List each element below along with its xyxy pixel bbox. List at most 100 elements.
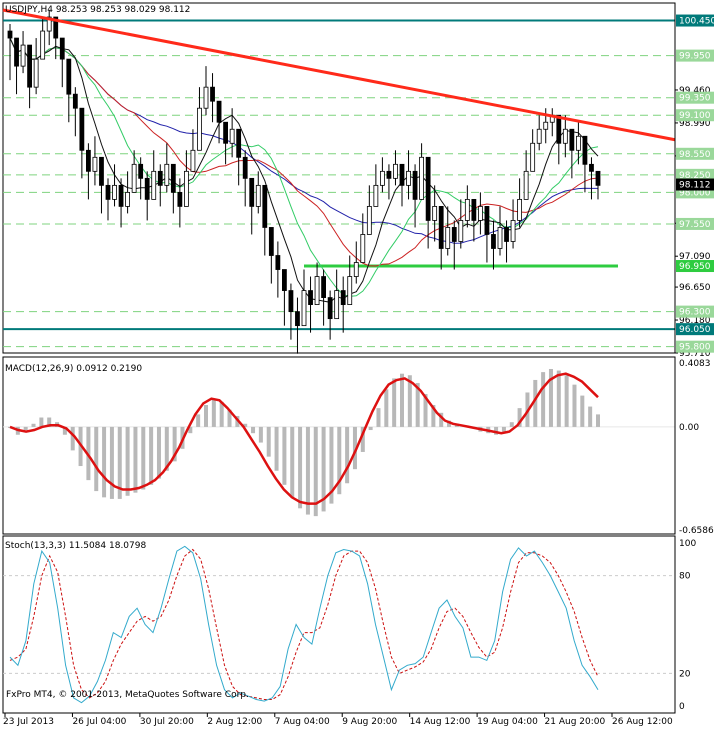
candle-body[interactable] [366,206,372,235]
macd-signal-line[interactable] [9,372,599,505]
candle-body[interactable] [183,170,189,207]
macd-bar[interactable] [376,408,381,427]
candle-body[interactable] [412,170,418,200]
macd-bar[interactable] [266,426,271,457]
candle-body[interactable] [523,170,529,200]
candle-body[interactable] [399,163,405,186]
candle-body[interactable] [582,135,588,165]
candle-body[interactable] [79,107,85,151]
candle-body[interactable] [484,206,490,235]
candle-body[interactable] [197,107,202,151]
candle-body[interactable] [99,156,104,186]
macd-bar[interactable] [149,426,154,485]
candle-body[interactable] [105,184,111,200]
candle-body[interactable] [59,37,65,60]
macd-bar[interactable] [517,408,522,427]
candle-body[interactable] [190,149,196,172]
candle-body[interactable] [347,276,353,306]
candle-body[interactable] [203,86,209,109]
candle-body[interactable] [425,156,431,221]
macd-bar[interactable] [227,409,232,427]
macd-bar[interactable] [556,370,561,427]
candle-body[interactable] [14,37,19,67]
macd-bar[interactable] [407,375,412,427]
macd-bar[interactable] [94,426,99,492]
candle-body[interactable] [464,198,470,221]
macd-bar[interactable] [102,426,107,498]
candle-body[interactable] [451,227,457,242]
macd-bar[interactable] [298,426,303,509]
candle-body[interactable] [268,227,274,256]
macd-bar[interactable] [352,426,357,470]
candle-body[interactable] [249,177,255,207]
candle-body[interactable] [497,227,503,249]
macd-bar[interactable] [501,426,506,432]
candle-body[interactable] [144,177,150,200]
candle-body[interactable] [53,16,59,39]
candle-body[interactable] [301,290,307,327]
macd-panel[interactable]: 0.4083 0.00 -0.6586 [3,357,714,536]
candle-body[interactable] [112,184,117,200]
macd-bar[interactable] [313,426,318,517]
macd-bar[interactable] [588,406,593,427]
candle-body[interactable] [432,206,438,221]
macd-bar[interactable] [125,426,130,496]
candle-body[interactable] [66,58,72,95]
candle-body[interactable] [379,170,385,186]
candle-body[interactable] [295,311,300,327]
macd-bar[interactable] [133,426,138,493]
candle-body[interactable] [46,16,52,32]
candle-body[interactable] [281,269,287,291]
macd-bar[interactable] [196,414,201,427]
candle-body[interactable] [86,149,91,172]
candle-body[interactable] [223,121,229,144]
macd-bar[interactable] [439,412,444,427]
macd-bar[interactable] [282,426,287,485]
candle-body[interactable] [210,86,215,102]
candle-body[interactable] [125,191,130,207]
macd-bar[interactable] [274,426,279,471]
candle-body[interactable] [530,142,536,172]
candle-body[interactable] [92,156,98,172]
macd-bar[interactable] [62,426,67,435]
candle-body[interactable] [118,184,124,207]
stoch-main-line[interactable] [9,545,599,704]
candle-body[interactable] [334,290,340,320]
candle-body[interactable] [242,156,248,179]
candle-body[interactable] [216,100,222,123]
price-panel[interactable]: 99.46098.99098.52097.56097.09096.65096.1… [2,3,715,359]
candle-body[interactable] [491,234,496,249]
candle-body[interactable] [393,163,398,179]
macd-bar[interactable] [392,378,397,427]
macd-bar[interactable] [31,423,36,427]
macd-bar[interactable] [596,414,600,427]
candle-body[interactable] [445,227,451,249]
candle-body[interactable] [517,198,522,221]
candle-body[interactable] [236,128,242,158]
candle-body[interactable] [33,58,39,88]
candle-body[interactable] [177,191,183,207]
macd-bar[interactable] [384,389,389,427]
candle-body[interactable] [504,227,509,242]
candle-body[interactable] [321,276,327,298]
stoch-signal-line[interactable] [9,548,599,700]
candle-body[interactable] [275,255,281,270]
macd-bar[interactable] [290,426,295,498]
macd-bar[interactable] [141,426,146,490]
candle-body[interactable] [386,170,392,179]
macd-bar[interactable] [211,398,216,427]
candle-body[interactable] [7,30,13,39]
macd-bar[interactable] [400,373,404,427]
candle-body[interactable] [595,170,601,186]
candle-body[interactable] [576,135,581,151]
candle-body[interactable] [406,170,411,186]
candle-body[interactable] [510,220,516,242]
macd-bar[interactable] [117,426,122,499]
candle-body[interactable] [589,163,594,172]
macd-bar[interactable] [572,384,577,427]
macd-bar[interactable] [164,426,169,471]
candle-body[interactable] [164,163,170,186]
candle-body[interactable] [27,44,33,88]
candle-body[interactable] [458,220,464,242]
